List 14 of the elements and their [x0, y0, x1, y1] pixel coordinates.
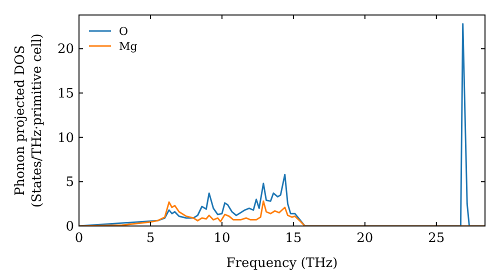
legend-label: O	[119, 25, 128, 38]
x-tick-label: 5	[146, 231, 155, 246]
y-tick-label: 15	[57, 86, 74, 102]
x-axis-title: Frequency (THz)	[226, 256, 338, 271]
y-tick-label: 0	[66, 220, 74, 234]
x-tick-label: 10	[214, 231, 230, 246]
x-tick-label: 25	[428, 231, 445, 246]
y-axis-title: Phonon projected DOS (States/THz·primitive cell)	[13, 33, 45, 208]
x-tick-label: 15	[285, 231, 302, 246]
legend-label: Mg	[119, 40, 138, 53]
y-tick-label: 20	[57, 42, 74, 58]
y-tick-label: 5	[66, 175, 74, 190]
y-tick-label: 10	[57, 130, 74, 146]
x-tick-label: 20	[356, 231, 374, 246]
